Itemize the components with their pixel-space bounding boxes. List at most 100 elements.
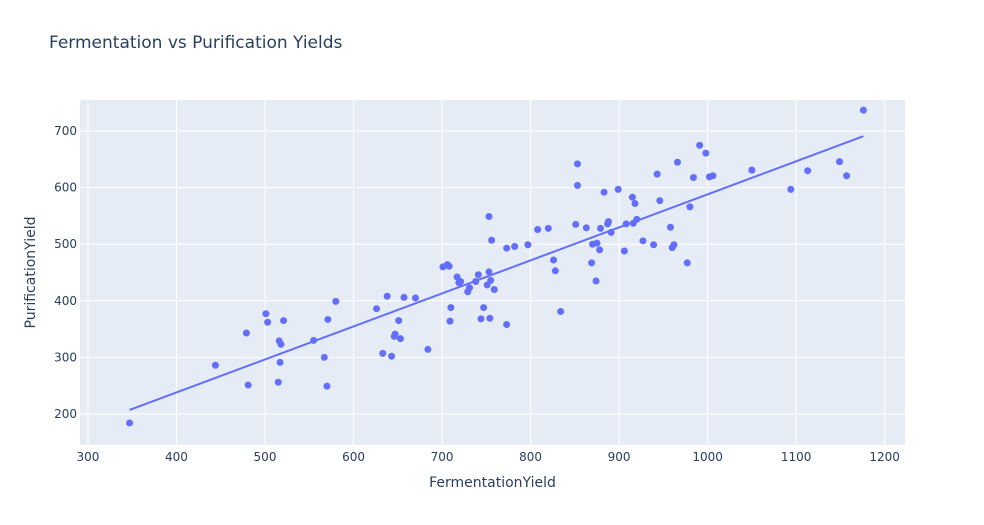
trendline (129, 135, 864, 411)
data-point (320, 353, 328, 361)
data-point (604, 218, 612, 226)
data-point (486, 314, 494, 322)
data-point (656, 197, 664, 205)
data-point (639, 237, 647, 245)
data-point (596, 246, 604, 254)
x-tick-label: 600 (342, 450, 365, 464)
data-point (490, 285, 498, 293)
data-point (332, 297, 340, 305)
data-point (666, 223, 674, 231)
plot-area-background (80, 100, 905, 445)
y-axis-title: PurificationYield (23, 217, 39, 329)
x-tick-label: 500 (254, 450, 277, 464)
data-point (607, 228, 615, 236)
data-point (211, 361, 219, 369)
data-point (485, 213, 493, 221)
data-point (859, 106, 867, 114)
data-point (503, 244, 511, 252)
x-tick-label: 800 (519, 450, 542, 464)
y-tick-label: 300 (54, 350, 77, 364)
y-tick-label: 200 (54, 407, 77, 421)
data-point (544, 224, 552, 232)
data-point (474, 271, 482, 279)
data-point (262, 310, 270, 318)
data-point (244, 381, 252, 389)
data-point (477, 315, 485, 323)
y-tick-label: 500 (54, 237, 77, 251)
y-axis-ticks: 200 300 400 500 600 700 (54, 124, 77, 421)
data-point (388, 352, 396, 360)
data-point (379, 349, 387, 357)
data-point (674, 158, 682, 166)
data-point (592, 277, 600, 285)
data-point (582, 224, 590, 232)
data-point (391, 330, 399, 338)
data-point (596, 224, 604, 232)
data-point (787, 185, 795, 193)
data-point (280, 317, 288, 325)
data-point (480, 304, 488, 312)
x-axis-title: FermentationYield (429, 475, 556, 491)
data-point (424, 345, 432, 353)
x-tick-label: 1200 (869, 450, 900, 464)
data-point (748, 166, 756, 174)
grid-lines (80, 100, 905, 445)
data-point (573, 181, 581, 189)
data-point (557, 308, 565, 316)
data-point (310, 336, 318, 344)
x-tick-label: 300 (77, 450, 100, 464)
data-point (600, 188, 608, 196)
data-point (620, 247, 628, 255)
data-point (614, 185, 622, 193)
data-point (373, 305, 381, 313)
data-point (709, 172, 717, 180)
data-point (457, 278, 465, 286)
data-point (573, 160, 581, 168)
data-point (835, 158, 843, 166)
data-point (804, 167, 812, 175)
data-point (411, 294, 419, 302)
data-point (622, 220, 630, 228)
data-point (689, 173, 697, 181)
data-point (653, 170, 661, 178)
y-tick-label: 700 (54, 124, 77, 138)
data-point (551, 267, 559, 275)
data-point (274, 378, 282, 386)
data-point (686, 203, 694, 211)
x-axis-ticks: 300 400 500 600 700 800 900 1000 1100 1200 (77, 450, 900, 464)
data-point (696, 141, 704, 149)
data-point (400, 293, 408, 301)
data-point (670, 241, 678, 249)
data-point (242, 329, 250, 337)
x-tick-label: 900 (608, 450, 631, 464)
data-point (264, 318, 272, 326)
data-point (395, 317, 403, 325)
data-point (488, 236, 496, 244)
data-point (396, 335, 404, 343)
data-point (277, 340, 285, 348)
data-point (511, 242, 519, 250)
data-point (628, 193, 636, 201)
data-points (126, 106, 867, 427)
data-point (843, 172, 851, 180)
data-point (485, 268, 493, 276)
data-point (650, 241, 658, 249)
x-tick-label: 400 (165, 450, 188, 464)
data-point (702, 149, 710, 157)
data-point (683, 259, 691, 267)
data-point (550, 256, 558, 264)
chart-title: Fermentation vs Purification Yields (49, 33, 343, 53)
data-point (324, 315, 332, 323)
data-point (383, 292, 391, 300)
trendline-layer (129, 135, 864, 411)
data-point (633, 215, 641, 223)
y-tick-label: 400 (54, 294, 77, 308)
data-point (503, 321, 511, 329)
y-tick-label: 600 (54, 181, 77, 195)
data-point (524, 241, 532, 249)
data-point (465, 284, 473, 292)
data-point (487, 276, 495, 284)
data-point (276, 358, 284, 366)
data-point (445, 262, 453, 270)
